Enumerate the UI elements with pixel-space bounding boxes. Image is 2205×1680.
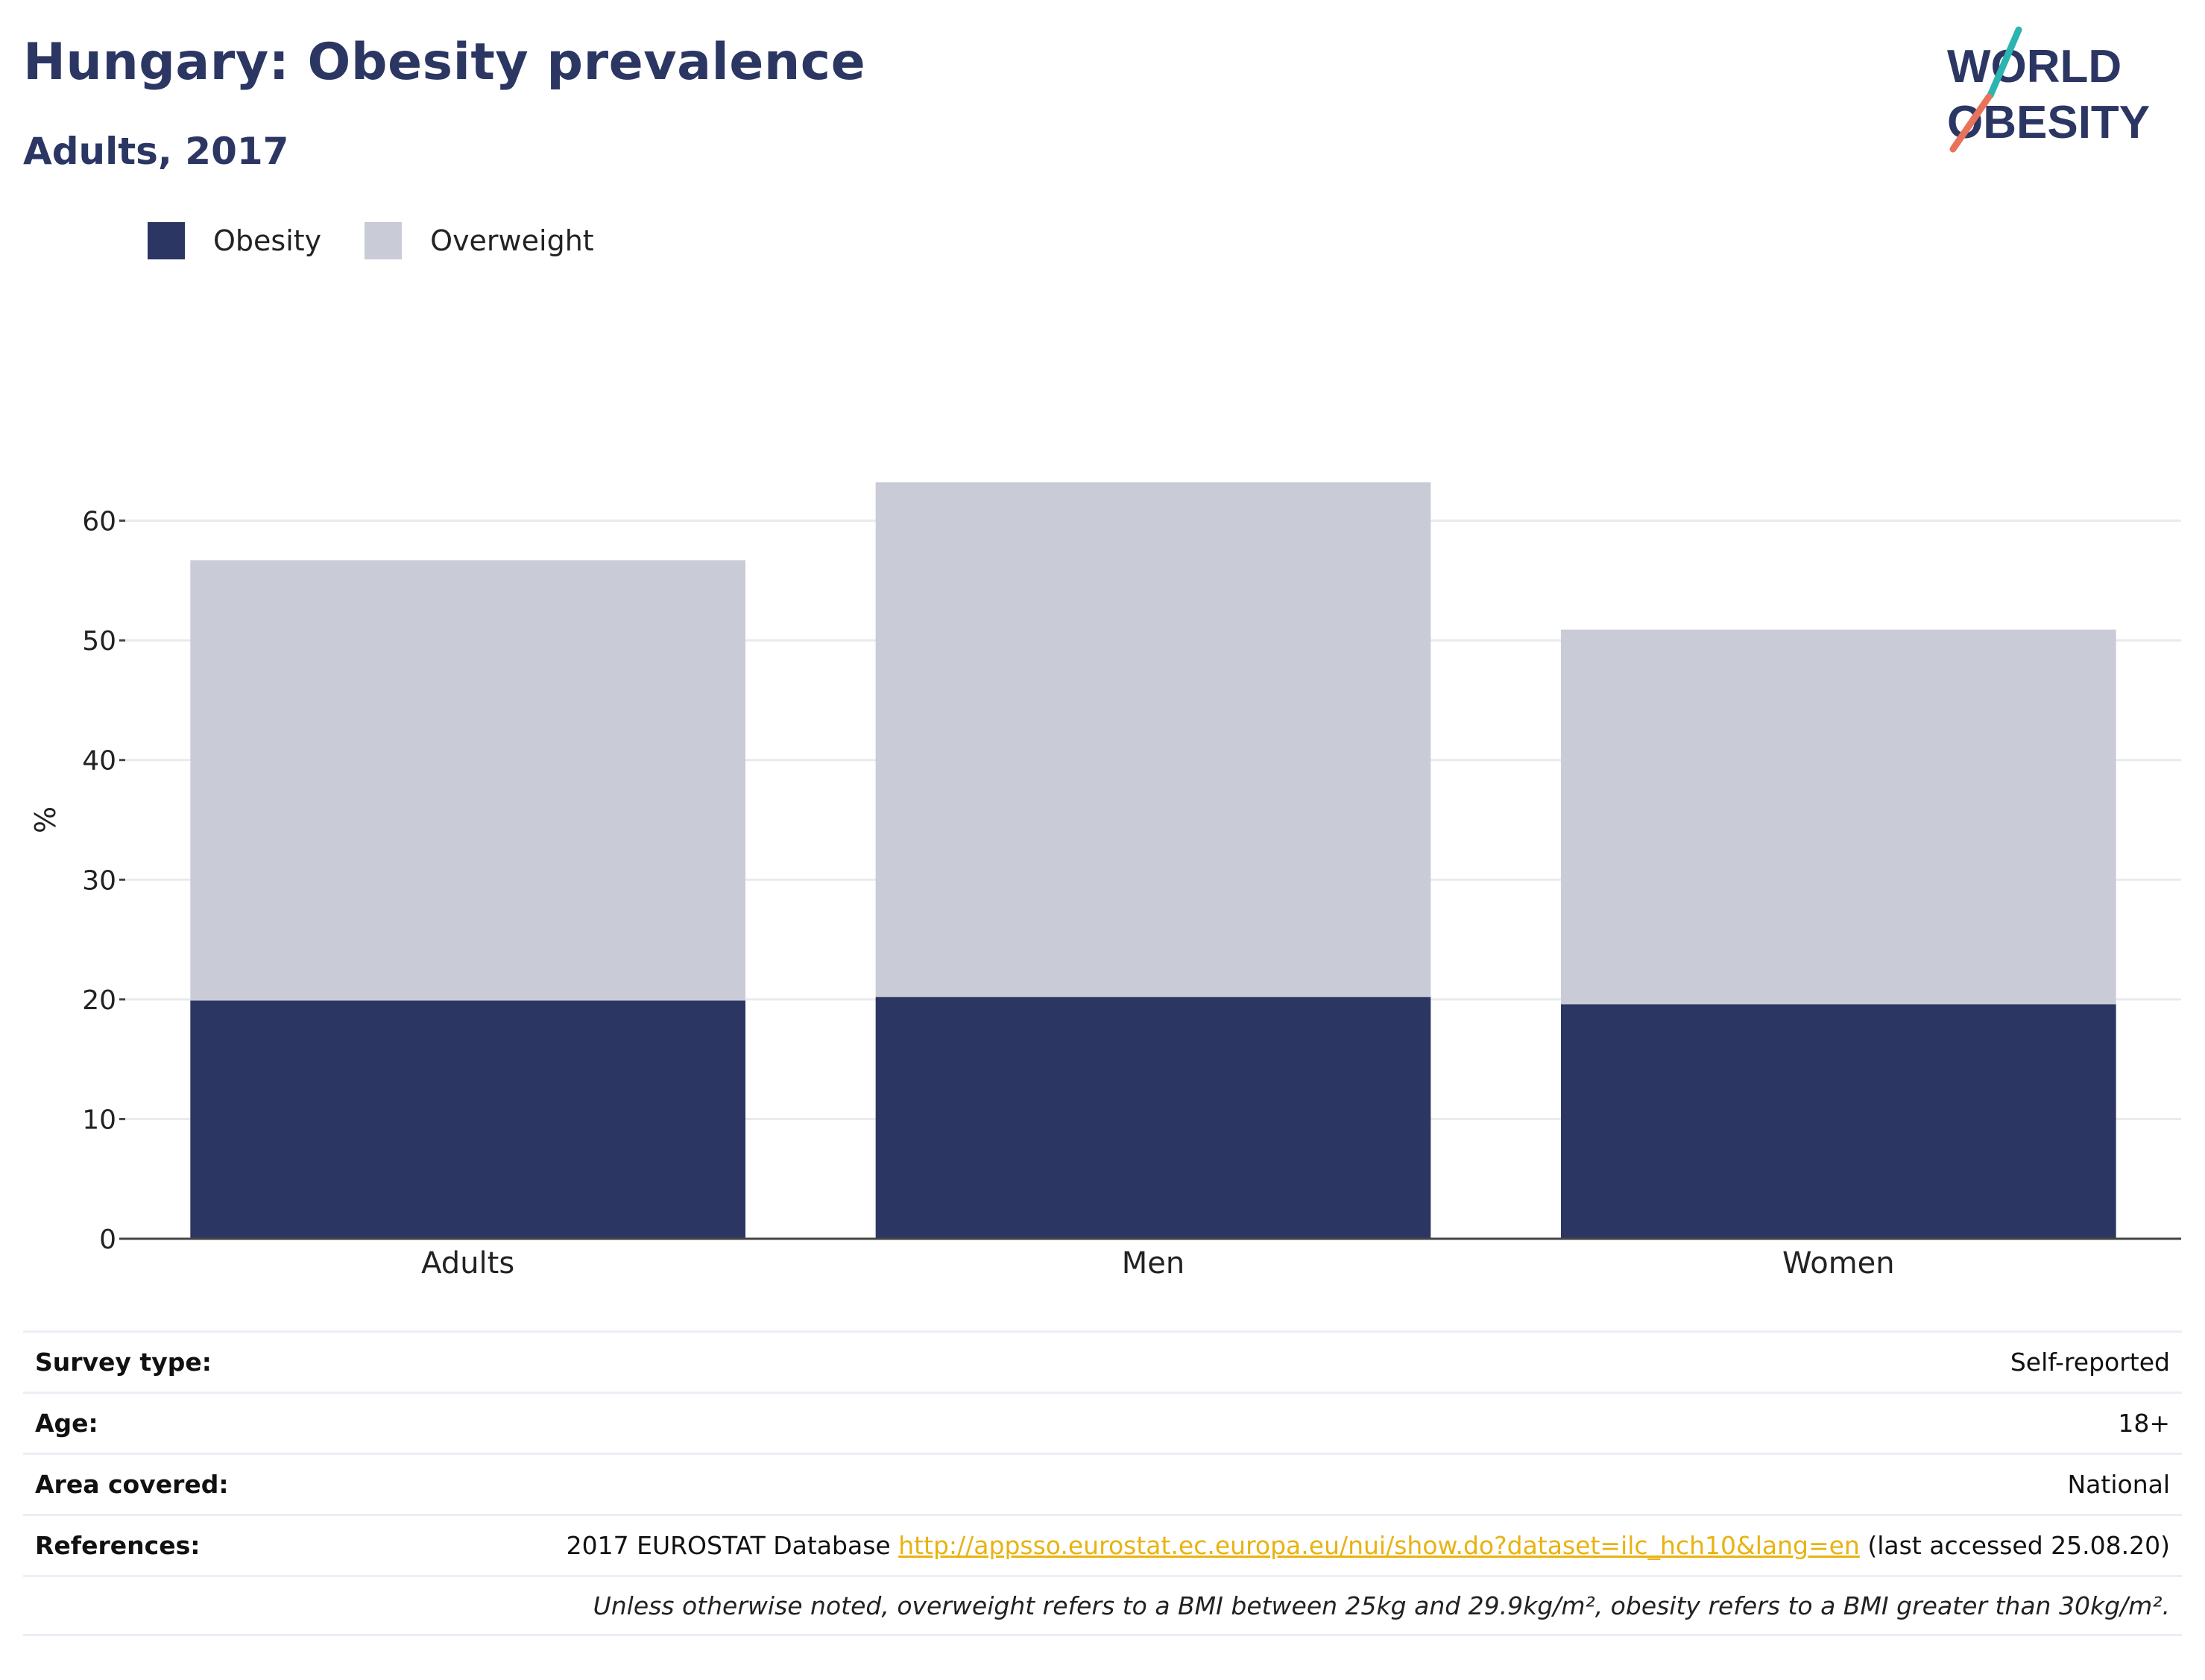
- y-tick-label: 10: [82, 1105, 116, 1135]
- info-row-age: Age: 18+: [23, 1392, 2182, 1453]
- bar-overweight-adults: [190, 560, 745, 1001]
- chart-legend: Obesity Overweight: [148, 222, 637, 259]
- bar-obesity-adults: [190, 1000, 745, 1239]
- info-row-survey-type: Survey type: Self-reported: [23, 1330, 2182, 1392]
- references-suffix: (last accessed 25.08.20): [1859, 1531, 2170, 1560]
- svg-text:WORLD: WORLD: [1947, 41, 2122, 92]
- x-tick-label: Adults: [421, 1246, 514, 1280]
- bar-obesity-men: [875, 997, 1431, 1239]
- legend-item-obesity[interactable]: Obesity: [148, 222, 321, 259]
- info-table: Survey type: Self-reported Age: 18+ Area…: [23, 1330, 2182, 1636]
- x-tick-label: Women: [1782, 1246, 1895, 1280]
- references-label: References:: [35, 1531, 201, 1560]
- y-tick-label: 0: [99, 1225, 116, 1255]
- y-axis-label: %: [29, 806, 62, 833]
- info-row-area: Area covered: National: [23, 1453, 2182, 1514]
- age-label: Age:: [35, 1409, 98, 1438]
- legend-label-overweight: Overweight: [430, 224, 594, 257]
- bar-obesity-women: [1561, 1004, 2116, 1239]
- references-value: 2017 EUROSTAT Database http://appsso.eur…: [567, 1531, 2170, 1560]
- bar-overweight-women: [1561, 629, 2116, 1005]
- legend-swatch-obesity: [148, 222, 185, 259]
- world-obesity-logo: WORLD OBESITY: [1947, 26, 2150, 153]
- bar-overweight-men: [875, 482, 1431, 997]
- area-value: National: [2067, 1470, 2170, 1499]
- references-link[interactable]: http://appsso.eurostat.ec.europa.eu/nui/…: [898, 1531, 1860, 1560]
- area-label: Area covered:: [35, 1470, 229, 1499]
- chart-title: Hungary: Obesity prevalence: [23, 33, 866, 92]
- survey-type-label: Survey type:: [35, 1348, 212, 1377]
- legend-label-obesity: Obesity: [213, 224, 322, 257]
- stacked-bar-chart: 0 10 20 30 40 50 60% Adults Men Women: [29, 482, 2181, 1280]
- info-row-references: References: 2017 EUROSTAT Database http:…: [23, 1514, 2182, 1575]
- info-row-note: Unless otherwise noted, overweight refer…: [23, 1575, 2182, 1636]
- legend-item-overweight[interactable]: Overweight: [365, 222, 594, 259]
- age-value: 18+: [2118, 1409, 2170, 1438]
- bmi-note: Unless otherwise noted, overweight refer…: [593, 1591, 2170, 1620]
- y-tick-label: 50: [82, 626, 116, 657]
- legend-swatch-overweight: [365, 222, 403, 259]
- references-prefix: 2017 EUROSTAT Database: [566, 1531, 899, 1560]
- y-tick-label: 30: [82, 865, 116, 896]
- chart-subtitle: Adults, 2017: [23, 130, 289, 173]
- x-tick-label: Men: [1122, 1246, 1184, 1280]
- y-tick-label: 40: [82, 746, 116, 777]
- y-tick-label: 20: [82, 985, 116, 1016]
- survey-type-value: Self-reported: [2010, 1348, 2170, 1377]
- y-tick-label: 60: [82, 507, 116, 537]
